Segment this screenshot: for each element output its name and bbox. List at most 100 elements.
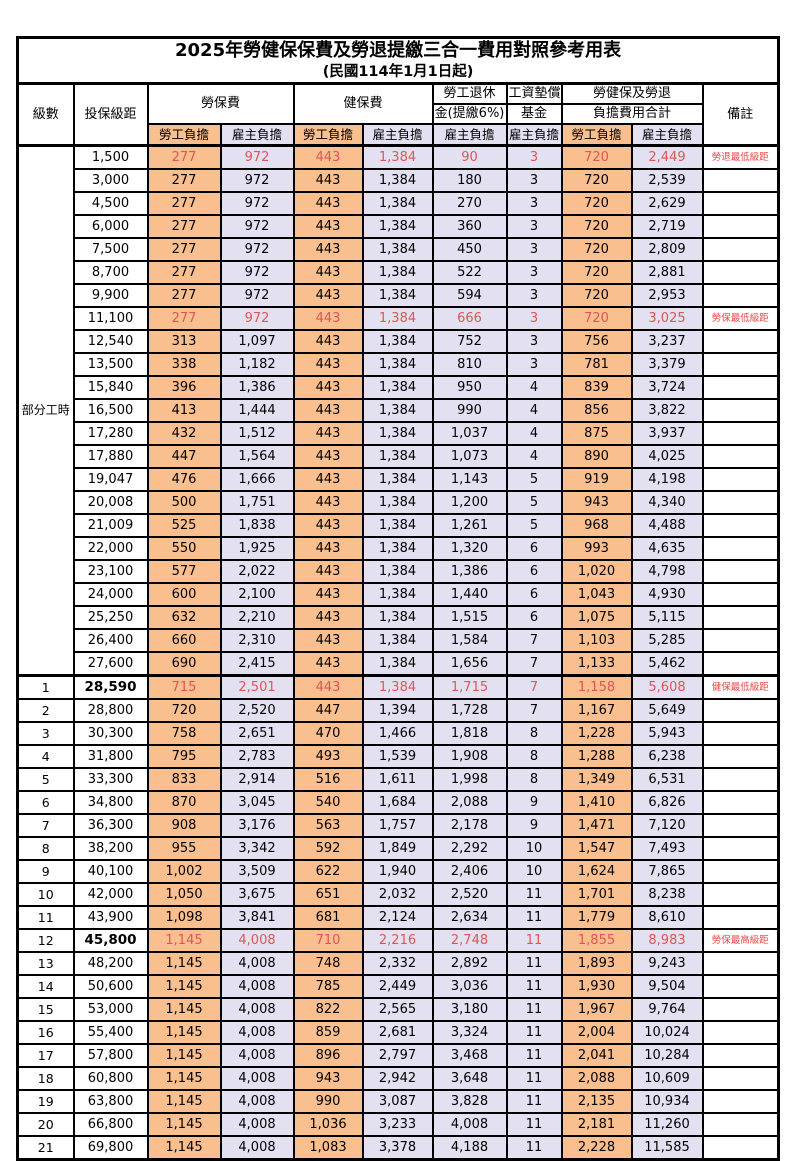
cell-level: 12 (16, 928, 75, 953)
cell-value: 1,515 (431, 605, 508, 630)
cell-value: 1,261 (431, 513, 508, 538)
cell-value: 6,826 (630, 790, 704, 815)
cell-bracket: 17,880 (72, 444, 149, 469)
cell-bracket: 7,500 (72, 237, 149, 262)
cell-value: 3 (505, 144, 563, 170)
table-row: 19 63,800 1,145 4,008 990 3,087 3,828 11 2,135 10… (16, 1089, 780, 1114)
cell-level: 13 (16, 951, 75, 976)
cell-value: 2,449 (630, 144, 704, 170)
cell-level: 16 (16, 1020, 75, 1045)
cell-bracket: 26,400 (72, 628, 149, 653)
cell-value: 1,158 (560, 674, 633, 700)
cell-value: 2,809 (630, 237, 704, 262)
table-row: 4,500 277 972 443 1,384 270 3 720 2,629 (18, 191, 780, 216)
cell-remark (701, 214, 780, 239)
cell-value: 810 (431, 352, 508, 377)
cell-remark (701, 1089, 780, 1114)
cell-value: 443 (292, 651, 364, 677)
cell-remark (701, 1135, 780, 1161)
cell-value: 3,648 (431, 1066, 508, 1091)
table-row: 15 53,000 1,145 4,008 822 2,565 3,180 11 1,967 9,… (16, 997, 780, 1022)
cell-value: 2,088 (560, 1066, 633, 1091)
table-row: 5 33,300 833 2,914 516 1,611 1,998 8 1,349 6,531 (16, 767, 780, 792)
cell-value: 4,188 (431, 1135, 508, 1161)
cell-value: 277 (146, 214, 222, 239)
cell-value: 1,145 (146, 1020, 222, 1045)
table-row: 8 38,200 955 3,342 592 1,849 2,292 10 1,547 7,493 (16, 836, 780, 861)
cell-value: 972 (219, 306, 295, 331)
cell-value: 5 (505, 513, 563, 538)
cell-value: 1,838 (219, 513, 295, 538)
cell-value: 6 (505, 582, 563, 607)
cell-value: 3,468 (431, 1043, 508, 1068)
cell-value: 443 (292, 605, 364, 630)
cell-value: 11 (505, 928, 563, 953)
table-row: 19,047 476 1,666 443 1,384 1,143 5 919 4,198 (18, 467, 780, 492)
cell-value: 277 (146, 168, 222, 193)
cell-value: 2,565 (361, 997, 434, 1022)
sheet: 2025年勞健保保費及勞退提繳三合一費用對照參考用表 (民國114年1月1日起)… (16, 36, 781, 1161)
cell-value: 443 (292, 467, 364, 492)
cell-remark: 勞保最高級距 (701, 928, 780, 953)
table-row: 11,100 277 972 443 1,384 666 3 720 3,025 勞保最低級距 (18, 306, 780, 331)
cell-value: 1,384 (361, 605, 434, 630)
cell-value: 11 (505, 1089, 563, 1114)
cell-value: 1,145 (146, 928, 222, 953)
cell-value: 2,783 (219, 744, 295, 769)
cell-value: 3,828 (431, 1089, 508, 1114)
cell-value: 360 (431, 214, 508, 239)
cell-value: 3,822 (630, 398, 704, 423)
cell-remark (701, 191, 780, 216)
cell-bracket: 4,500 (72, 191, 149, 216)
cell-value: 3,087 (361, 1089, 434, 1114)
table-row: 9,900 277 972 443 1,384 594 3 720 2,953 (18, 283, 780, 308)
cell-value: 11 (505, 974, 563, 999)
cell-value: 4,008 (219, 1020, 295, 1045)
cell-value: 720 (146, 698, 222, 723)
table-row: 13,500 338 1,182 443 1,384 810 3 781 3,379 (18, 352, 780, 377)
cell-value: 9,243 (630, 951, 704, 976)
cell-value: 715 (146, 674, 222, 700)
cell-value: 1,145 (146, 1066, 222, 1091)
cell-value: 4,008 (219, 1089, 295, 1114)
col-header-wage-fund-line1: 工資墊償 (505, 82, 563, 105)
cell-bracket: 6,000 (72, 214, 149, 239)
cell-value: 3 (505, 283, 563, 308)
cell-value: 632 (146, 605, 222, 630)
cell-value: 1,386 (431, 559, 508, 584)
table-row: 6 34,800 870 3,045 540 1,684 2,088 9 1,410 6,826 (16, 790, 780, 815)
cell-value: 2,520 (431, 882, 508, 907)
col-header-total-line2: 負擔費用合計 (560, 103, 704, 125)
cell-value: 592 (292, 836, 364, 861)
cell-value: 1,384 (361, 490, 434, 515)
cell-bracket: 19,047 (72, 467, 149, 492)
cell-value: 993 (560, 536, 633, 561)
cell-value: 1,584 (431, 628, 508, 653)
cell-value: 2,228 (560, 1135, 633, 1161)
cell-value: 1,624 (560, 859, 633, 884)
cell-remark (701, 628, 780, 653)
cell-value: 3,045 (219, 790, 295, 815)
cell-value: 1,751 (219, 490, 295, 515)
cell-value: 1,998 (431, 767, 508, 792)
cell-value: 11 (505, 997, 563, 1022)
cell-value: 752 (431, 329, 508, 354)
cell-bracket: 30,300 (72, 721, 149, 746)
cell-value: 1,384 (361, 352, 434, 377)
cell-bracket: 15,840 (72, 375, 149, 400)
cell-value: 1,073 (431, 444, 508, 469)
cell-value: 1,440 (431, 582, 508, 607)
cell-value: 7 (505, 698, 563, 723)
cell-value: 3,675 (219, 882, 295, 907)
cell-value: 1,384 (361, 536, 434, 561)
cell-value: 11,585 (630, 1135, 704, 1161)
cell-value: 972 (219, 214, 295, 239)
cell-value: 3 (505, 214, 563, 239)
cell-value: 2,797 (361, 1043, 434, 1068)
cell-value: 11 (505, 1043, 563, 1068)
cell-value: 1,715 (431, 674, 508, 700)
col-header-labor-insurance: 勞保費 (146, 82, 295, 125)
cell-value: 870 (146, 790, 222, 815)
cell-bracket: 24,000 (72, 582, 149, 607)
cell-value: 758 (146, 721, 222, 746)
